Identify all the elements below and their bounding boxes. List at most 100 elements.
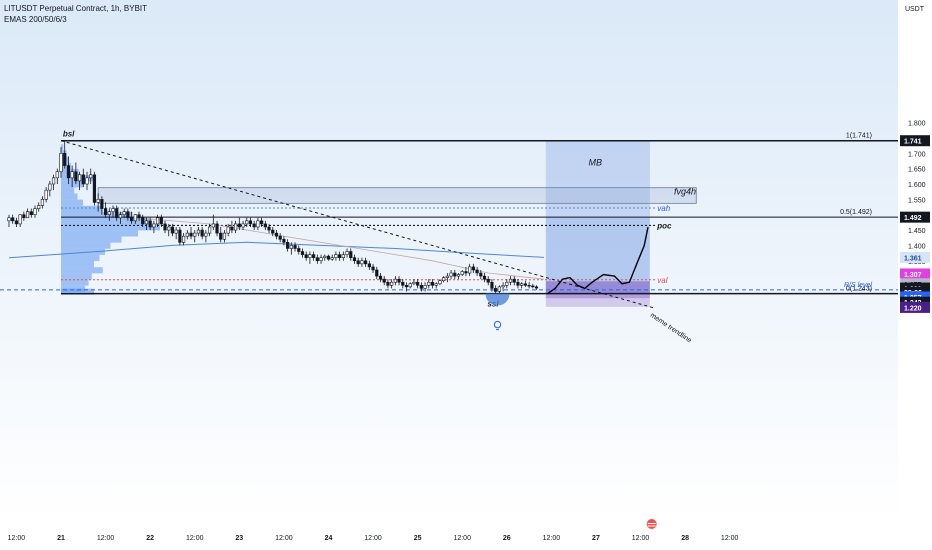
y-tick-label: 1.450 — [908, 228, 926, 235]
candle — [44, 189, 48, 200]
us-flag-stripe-icon — [647, 523, 656, 524]
y-tick-label: 1.650 — [908, 167, 926, 174]
candle — [356, 260, 360, 265]
candle — [48, 183, 52, 191]
candle — [66, 165, 71, 179]
fib-0-5-label: 0.5(1.492) — [840, 209, 872, 216]
price-badge-label: 1.361 — [904, 255, 922, 262]
candle — [237, 223, 241, 228]
candle — [107, 211, 111, 216]
candle — [245, 220, 249, 225]
candle — [297, 248, 301, 252]
candle — [89, 174, 93, 179]
fvg-zone — [97, 187, 697, 204]
y-tick-label: 1.800 — [908, 121, 926, 128]
candle — [137, 214, 141, 219]
candle — [14, 220, 19, 225]
x-tick-label: 22 — [146, 535, 154, 542]
y-tick-label: 1.550 — [908, 197, 926, 204]
volume-profile-bar — [61, 218, 149, 225]
volume-profile-bar — [61, 248, 105, 255]
candle — [174, 229, 178, 234]
candle — [334, 254, 338, 258]
y-tick-label: 1.400 — [908, 243, 926, 250]
candle — [349, 251, 353, 258]
price-badge-label: 1.307 — [904, 272, 922, 279]
candle — [490, 281, 494, 289]
rs-level-label: R/S level — [844, 282, 872, 289]
x-tick-label: 12:00 — [275, 535, 293, 542]
candle — [323, 255, 327, 258]
candle — [423, 285, 427, 289]
candle — [25, 211, 30, 219]
candle — [215, 223, 219, 234]
candle — [453, 272, 457, 277]
candle — [129, 217, 134, 222]
candle — [144, 220, 149, 225]
candle — [193, 232, 197, 237]
candle — [527, 285, 531, 287]
volume-profile-bar — [61, 267, 103, 274]
bsl-label: bsl — [63, 130, 75, 139]
volume-profile-bar — [61, 254, 100, 262]
candle — [234, 223, 238, 231]
candle — [464, 271, 468, 274]
candle — [103, 208, 108, 215]
candle — [33, 208, 37, 215]
x-tick-label: 28 — [681, 535, 689, 542]
candle — [252, 223, 256, 228]
candle — [55, 171, 59, 179]
price-badge — [900, 301, 930, 313]
candle — [456, 274, 461, 277]
poc-label: poc — [656, 221, 672, 230]
plot-background — [0, 0, 898, 520]
fib-0-label: 0(1.243) — [846, 286, 872, 293]
candle — [401, 281, 405, 286]
volume-profile-bar — [61, 175, 94, 182]
volume-profile-bar — [61, 211, 133, 219]
candle — [170, 226, 175, 234]
candle — [434, 283, 438, 286]
candle — [282, 238, 286, 243]
candle — [497, 286, 501, 292]
candle — [300, 251, 305, 255]
candle — [248, 220, 253, 225]
candle — [152, 223, 156, 228]
x-tick-label: 23 — [235, 535, 243, 542]
candle — [471, 266, 475, 271]
candle — [148, 220, 152, 228]
candle — [486, 278, 490, 283]
candle — [196, 229, 201, 234]
candle — [274, 232, 279, 237]
liquidity-sweep-marker — [485, 293, 510, 306]
candle — [22, 214, 26, 219]
candle — [260, 220, 264, 225]
candle — [341, 254, 345, 258]
candle — [364, 260, 368, 265]
candle — [29, 211, 33, 216]
candle — [468, 266, 472, 274]
candle — [267, 226, 271, 231]
candle — [263, 223, 267, 228]
candle — [367, 263, 371, 268]
candle — [200, 229, 204, 237]
candle — [96, 199, 100, 203]
candle — [445, 275, 449, 278]
lightbulb-icon — [493, 320, 502, 329]
fvg-label: fvg4h — [674, 187, 696, 197]
candle — [207, 226, 212, 234]
candle — [408, 283, 412, 288]
candle — [81, 174, 85, 185]
x-tick-label: 12:00 — [453, 535, 471, 542]
candle — [520, 283, 524, 286]
price-badge-label: 1.220 — [904, 305, 922, 312]
candle — [230, 226, 234, 231]
candle — [18, 214, 22, 225]
candle — [501, 285, 505, 288]
x-tick-label: 26 — [503, 535, 511, 542]
candle — [371, 266, 375, 271]
x-tick-label: 12:00 — [8, 535, 26, 542]
candle — [167, 226, 171, 231]
chart-title: LITUSDT Perpetual Contract, 1h, BYBIT — [4, 4, 148, 13]
